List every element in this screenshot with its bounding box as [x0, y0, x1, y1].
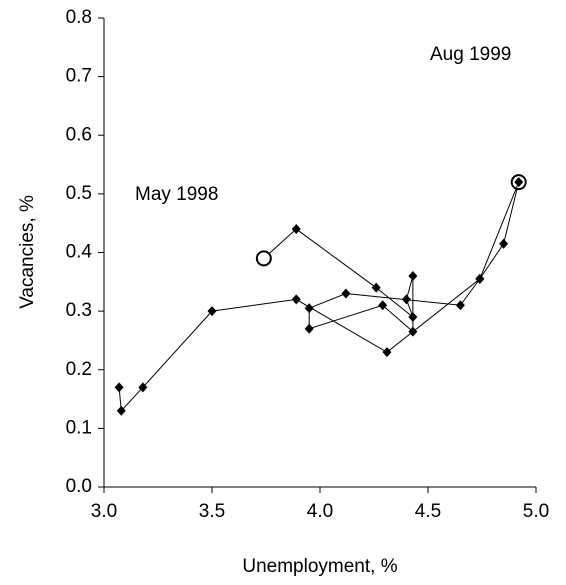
series-line	[118, 181, 520, 412]
point	[116, 405, 126, 416]
x-tick-label: 3.5	[199, 501, 225, 522]
point	[207, 306, 217, 317]
y-tick-label: 0.1	[66, 417, 92, 438]
point	[401, 294, 411, 305]
x-tick-label: 4.0	[307, 501, 333, 522]
point	[291, 224, 301, 235]
y-tick-label: 0.7	[66, 66, 92, 87]
point	[291, 294, 301, 305]
x-tick-label: 5.0	[523, 501, 549, 522]
point	[408, 311, 418, 322]
y-axis-title: Vacancies, %	[17, 195, 38, 309]
point	[304, 323, 314, 334]
y-tick-label: 0.8	[66, 7, 92, 28]
point	[371, 282, 381, 293]
y-tick-label: 0.6	[66, 124, 92, 145]
series-line	[263, 182, 520, 333]
y-tick-label: 0.2	[66, 359, 92, 380]
x-tick-label: 4.5	[415, 501, 441, 522]
y-tick-label: 0.0	[66, 476, 92, 497]
point	[408, 270, 418, 281]
point	[138, 382, 148, 393]
x-axis-title: Unemployment, %	[242, 556, 397, 577]
y-tick-label: 0.4	[66, 242, 93, 263]
point-open	[255, 250, 272, 267]
point	[455, 300, 465, 311]
annotation: Aug 1999	[430, 44, 511, 65]
point	[378, 300, 388, 311]
y-tick-label: 0.5	[66, 183, 92, 204]
point	[514, 177, 524, 188]
point	[341, 288, 351, 299]
point	[382, 347, 392, 358]
annotation: May 1998	[135, 184, 218, 205]
point	[114, 382, 124, 393]
point	[499, 238, 509, 249]
x-tick-label: 3.0	[91, 501, 117, 522]
y-tick-label: 0.3	[66, 300, 92, 321]
point	[475, 273, 485, 284]
